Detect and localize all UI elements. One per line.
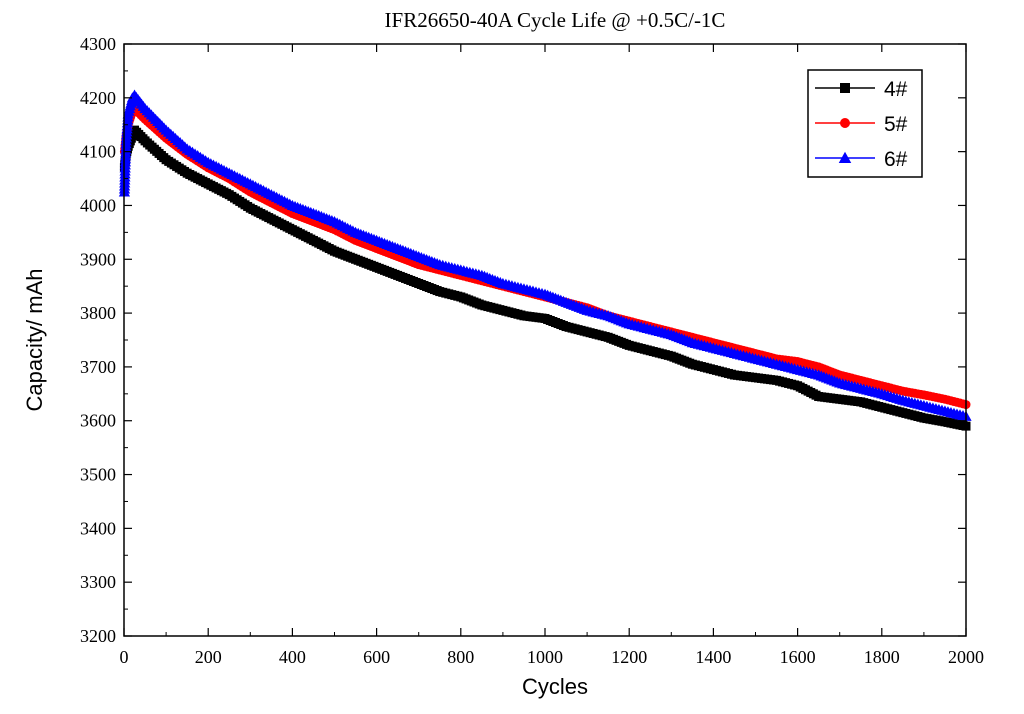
x-axis-label: Cycles: [522, 674, 588, 699]
x-tick-label: 1200: [611, 647, 647, 667]
legend-marker: [840, 83, 850, 93]
y-axis-label: Capacity/ mAh: [22, 268, 47, 411]
chart-title: IFR26650-40A Cycle Life @ +0.5C/-1C: [385, 8, 726, 32]
x-tick-label: 200: [195, 647, 222, 667]
x-tick-label: 1800: [864, 647, 900, 667]
y-tick-label: 3700: [80, 357, 116, 377]
y-tick-label: 4100: [80, 142, 116, 162]
x-tick-label: 800: [447, 647, 474, 667]
legend-label: 4#: [884, 78, 908, 101]
x-tick-label: 600: [363, 647, 390, 667]
legend-items: 4# 5# 6#: [815, 78, 908, 171]
series-layer: [118, 89, 972, 431]
series-4-markers: [119, 125, 971, 431]
legend-marker: [840, 118, 850, 128]
legend-label: 5#: [884, 113, 908, 136]
x-tick-label: 1000: [527, 647, 563, 667]
y-tick-label: 4000: [80, 195, 116, 215]
legend-label: 6#: [884, 148, 908, 171]
y-tick-label: 3300: [80, 572, 116, 592]
x-tick-label: 400: [279, 647, 306, 667]
x-tick-label: 2000: [948, 647, 984, 667]
legend: 4# 5# 6#: [807, 69, 923, 178]
y-tick-label: 3900: [80, 249, 116, 269]
y-tick-label: 3800: [80, 303, 116, 323]
x-tick-label: 0: [120, 647, 129, 667]
legend-marker: [838, 151, 852, 163]
y-tick-label: 3400: [80, 518, 116, 538]
axes-layer: 0 200 400 600 800 1000 1200 1400 1600 1800 2000 320…: [80, 34, 984, 667]
x-tick-label: 1600: [780, 647, 816, 667]
y-tick-label: 3500: [80, 465, 116, 485]
y-tick-label: 3200: [80, 626, 116, 646]
y-tick-label: 3600: [80, 411, 116, 431]
series-6-markers: [118, 89, 972, 421]
y-tick-label: 4200: [80, 88, 116, 108]
y-tick-label: 4300: [80, 34, 116, 54]
x-tick-label: 1400: [695, 647, 731, 667]
